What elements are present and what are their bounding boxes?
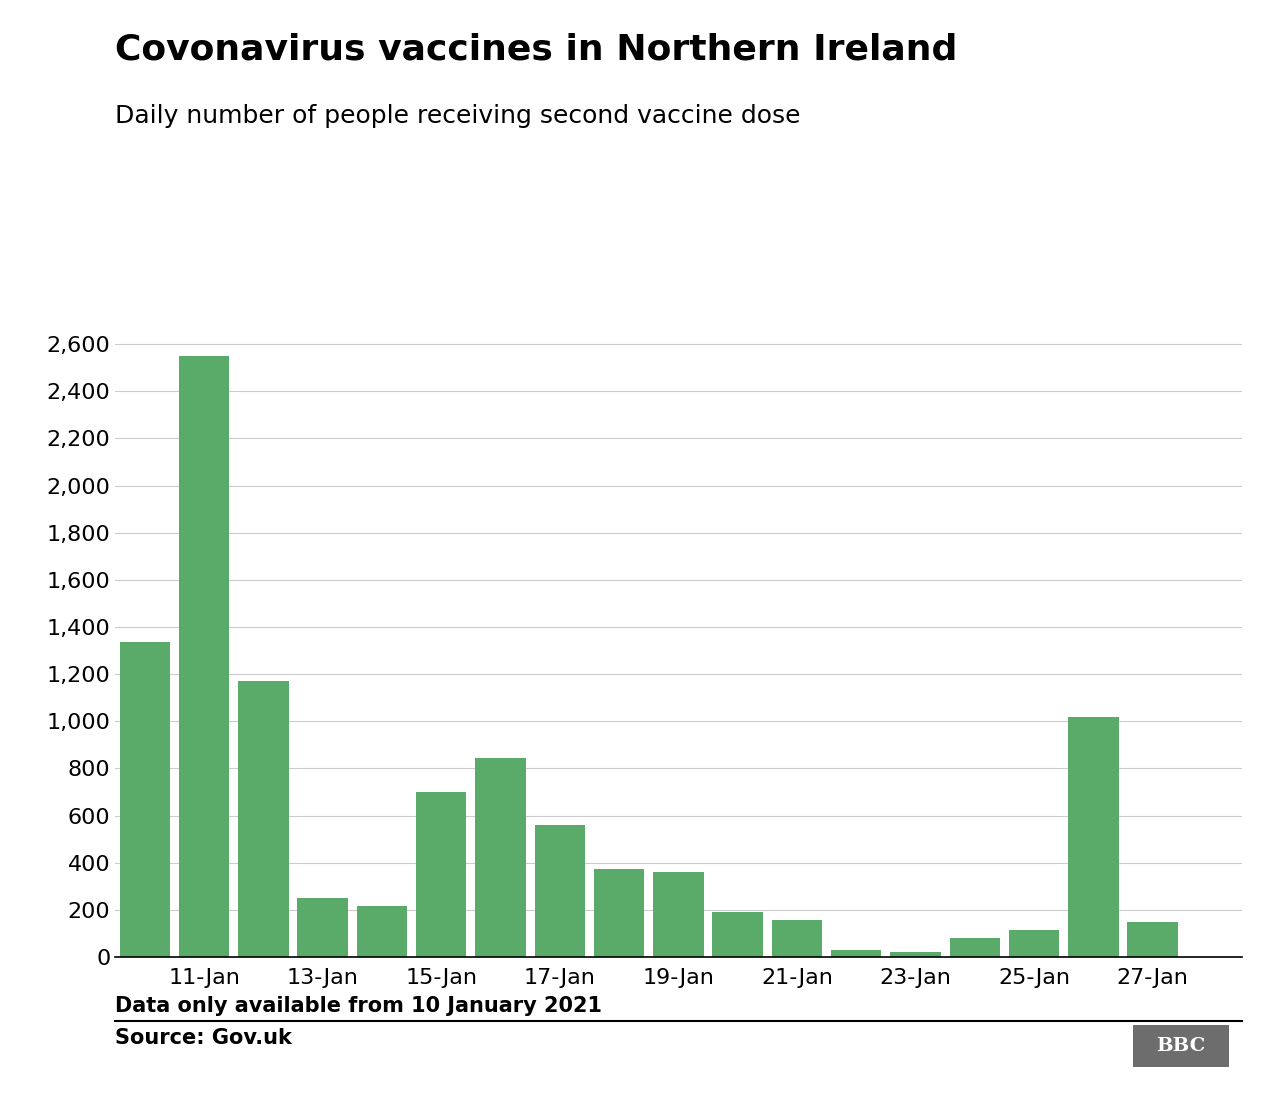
Bar — [1128, 922, 1178, 957]
Bar — [653, 872, 704, 957]
Text: Daily number of people receiving second vaccine dose: Daily number of people receiving second … — [115, 104, 801, 129]
Bar — [950, 938, 1000, 957]
Bar — [416, 792, 466, 957]
Bar — [535, 825, 585, 957]
Bar — [772, 921, 822, 957]
Bar — [594, 869, 644, 957]
Text: Covonavirus vaccines in Northern Ireland: Covonavirus vaccines in Northern Ireland — [115, 33, 957, 67]
Text: Source: Gov.uk: Source: Gov.uk — [115, 1028, 292, 1048]
Bar — [1009, 930, 1060, 957]
Bar — [891, 953, 941, 957]
Bar — [179, 356, 229, 957]
Bar — [831, 950, 882, 957]
Bar — [357, 906, 407, 957]
Text: BBC: BBC — [1156, 1037, 1206, 1055]
Text: Data only available from 10 January 2021: Data only available from 10 January 2021 — [115, 996, 602, 1015]
Bar — [1069, 716, 1119, 957]
Bar — [238, 681, 288, 957]
Bar — [475, 758, 526, 957]
Bar — [119, 642, 170, 957]
Bar — [713, 912, 763, 957]
Bar — [297, 898, 348, 957]
